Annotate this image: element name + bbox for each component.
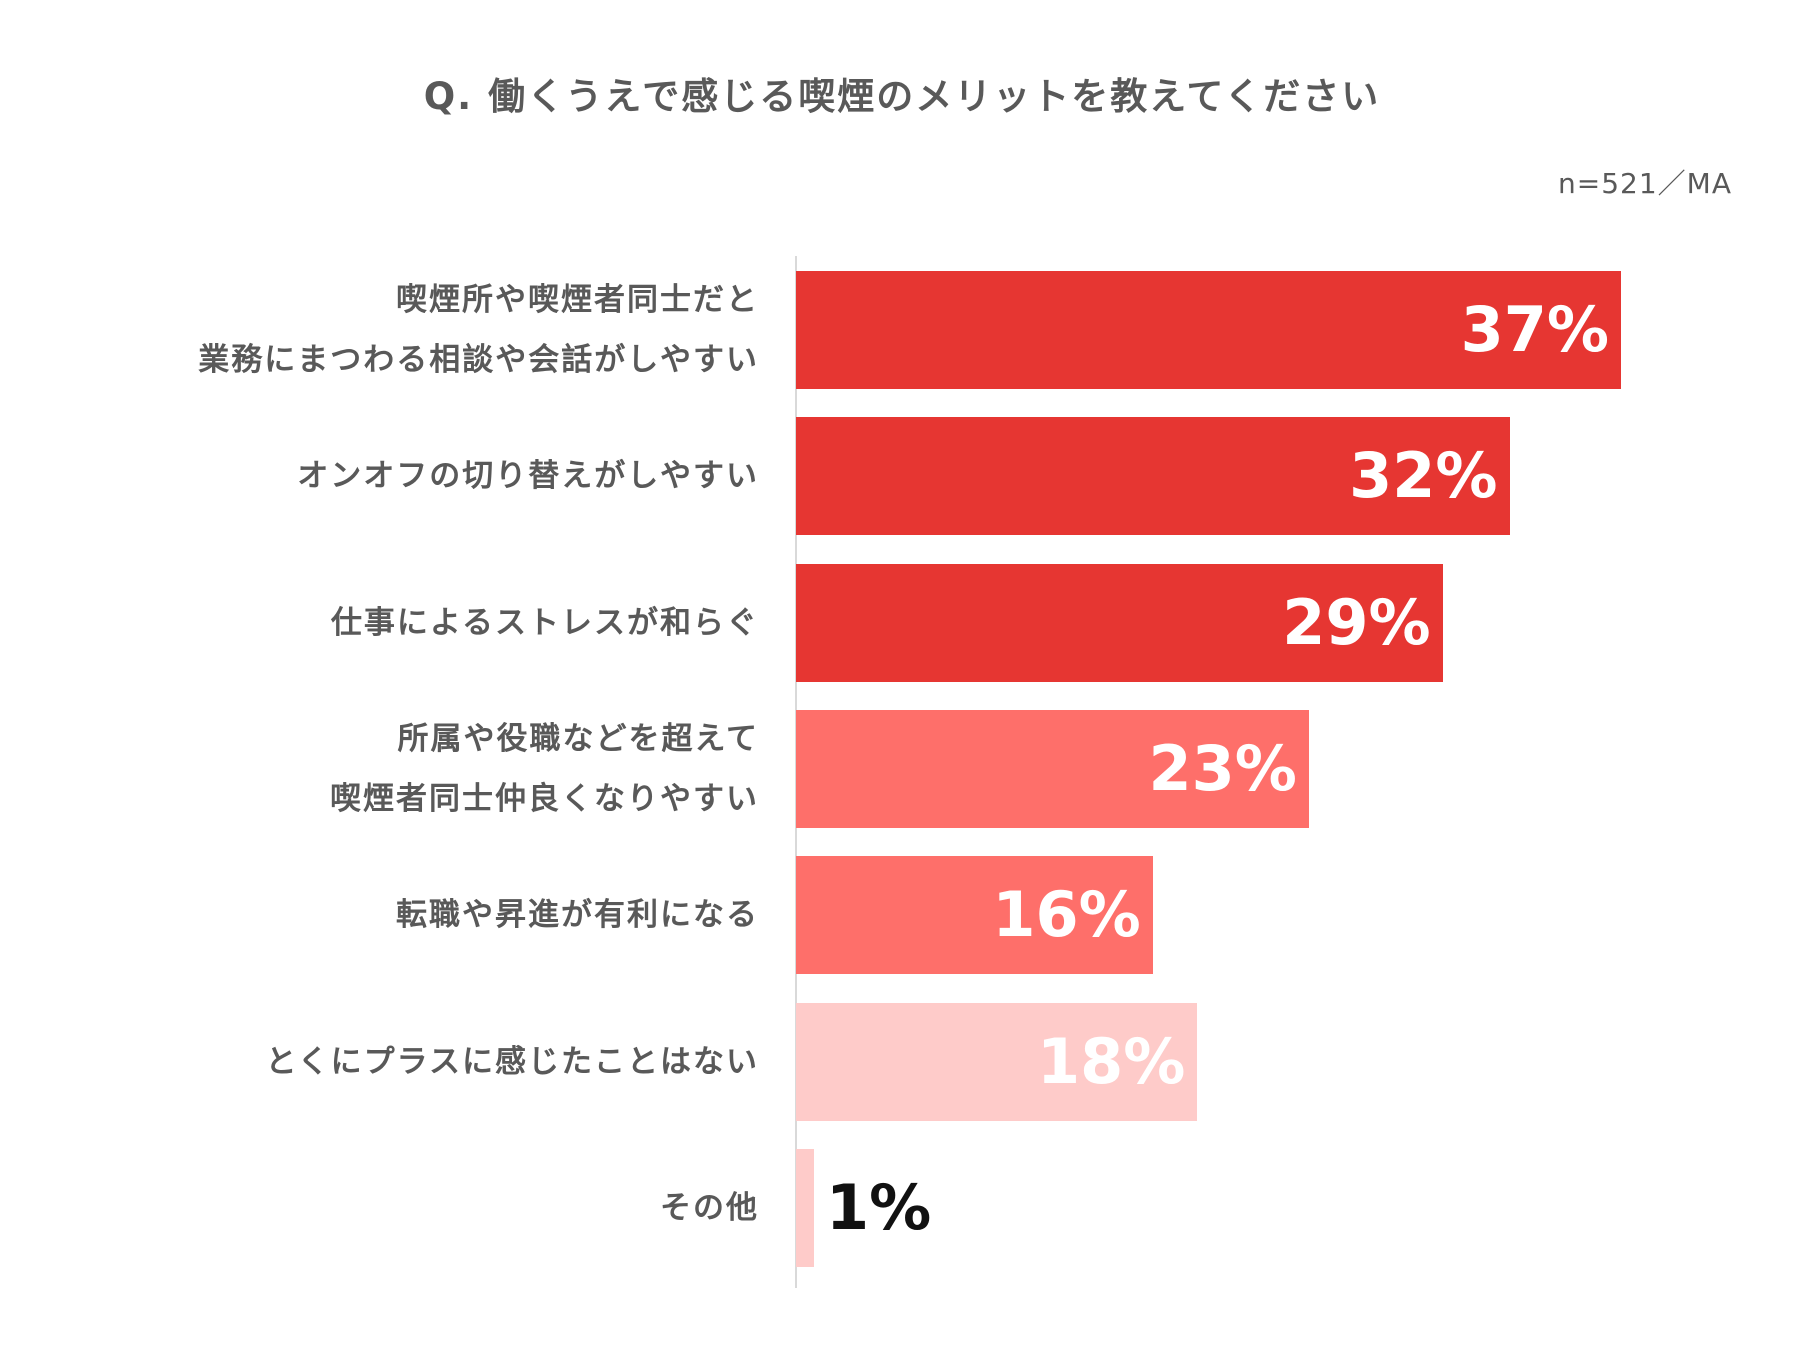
bar xyxy=(796,271,1621,389)
bar xyxy=(796,1148,814,1267)
chart-title: Q. 働くうえで感じる喫煙のメリットを教えてください xyxy=(423,75,1381,118)
sample-note: n=521／MA xyxy=(1558,167,1732,200)
category-label: 転職や昇進が有利になる xyxy=(0,885,759,945)
category-label-line: 仕事によるストレスが和らぐ xyxy=(330,604,759,641)
bar xyxy=(796,1002,1198,1121)
category-label-line: 喫煙者同士仲良くなりやすい xyxy=(330,780,759,817)
value-label: 37% xyxy=(1460,293,1609,366)
value-label: 18% xyxy=(1036,1024,1186,1098)
category-label-line: とくにプラスに感じたことはない xyxy=(265,1043,759,1080)
category-label: その他 xyxy=(0,1178,759,1238)
category-label-line: 業務にまつわる相談や会話がしやすい xyxy=(198,342,759,378)
value-label: 23% xyxy=(1148,731,1297,805)
bar xyxy=(796,417,1510,536)
value-label: 32% xyxy=(1349,439,1498,513)
category-label: 所属や役職などを超えて喫煙者同士仲良くなりやすい xyxy=(0,709,759,829)
category-label-line: 転職や昇進が有利になる xyxy=(396,897,759,934)
category-label: 喫煙所や喫煙者同士だと業務にまつわる相談や会話がしやすい xyxy=(0,270,759,390)
bar xyxy=(796,856,1153,975)
category-label: 仕事によるストレスが和らぐ xyxy=(0,593,759,653)
value-label: 1% xyxy=(826,1170,932,1244)
bar xyxy=(796,709,1309,828)
bar xyxy=(796,563,1443,682)
value-label: 16% xyxy=(992,878,1141,952)
category-label: オンオフの切り替えがしやすい xyxy=(0,446,759,506)
category-label-line: オンオフの切り替えがしやすい xyxy=(297,458,759,495)
category-label-line: その他 xyxy=(660,1189,759,1226)
category-label-line: 所属や役職などを超えて xyxy=(397,720,759,757)
value-label: 29% xyxy=(1282,585,1431,659)
category-label: とくにプラスに感じたことはない xyxy=(0,1032,759,1092)
category-label-line: 喫煙所や喫煙者同士だと xyxy=(396,282,759,318)
